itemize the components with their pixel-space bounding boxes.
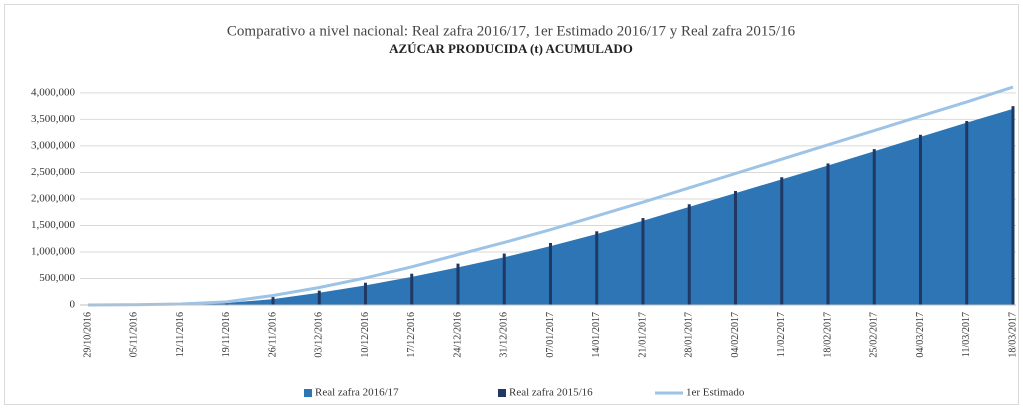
x-tick-label: 07/01/2017 [545,312,556,358]
bar [641,218,645,305]
x-tick-label: 04/02/2017 [730,312,741,358]
x-tick-label: 25/02/2017 [869,312,880,358]
y-tick-label: 1,500,000 [31,219,76,231]
x-tick-label: 10/12/2016 [360,312,371,358]
bar [271,297,275,305]
x-tick-label: 04/03/2017 [915,312,926,358]
x-tick-label: 21/01/2017 [637,312,648,358]
bar [826,163,830,305]
bar [872,149,876,305]
legend-label: Real zafra 2015/16 [509,387,593,399]
bar [595,231,599,305]
y-tick-label: 2,500,000 [31,166,76,178]
x-tick-label: 11/02/2017 [776,312,787,357]
x-tick-label: 12/11/2016 [175,312,186,357]
y-tick-label: 1,000,000 [31,246,76,258]
x-tick-label: 26/11/2016 [267,312,278,357]
bar [919,134,922,305]
x-tick-label: 31/12/2016 [499,312,510,358]
line [87,85,1014,307]
bar [734,191,737,305]
x-tick-label: 14/01/2017 [591,312,602,358]
y-tick-label: 4,000,000 [31,86,76,98]
bar [410,273,414,305]
x-tick-label: 05/11/2016 [129,312,140,357]
legend-swatch [304,389,312,397]
y-tick-label: 2,000,000 [31,192,76,204]
x-tick-label: 29/10/2016 [82,312,93,358]
legend-swatch [498,389,506,397]
bar [317,290,321,305]
legend-label: Real zafra 2016/17 [315,387,399,399]
bar [502,253,506,305]
bar [1011,106,1015,306]
x-tick-label: 28/01/2017 [684,312,695,358]
bar [780,177,784,305]
chart-subtitle: AZÚCAR PRODUCIDA (t) ACUMULADO [389,41,633,56]
chart-title: Comparativo a nivel nacional: Real zafra… [227,23,796,39]
y-tick-label: 0 [70,299,76,311]
y-tick-label: 500,000 [39,272,75,284]
legend-label: 1er Estimado [686,387,745,399]
y-tick-label: 3,500,000 [31,113,76,125]
x-tick-label: 24/12/2016 [452,312,463,358]
x-tick-label: 11/03/2017 [961,312,972,357]
bar [549,242,552,305]
bar [687,204,691,305]
bar [364,282,367,305]
x-tick-label: 17/12/2016 [406,312,417,358]
x-tick-label: 18/02/2017 [822,312,833,358]
bar [456,263,460,305]
x-tick-label: 19/11/2016 [221,312,232,357]
bar [965,121,969,305]
x-tick-label: 03/12/2016 [314,312,325,358]
x-tick-label: 18/03/2017 [1007,312,1018,358]
bar [225,303,229,305]
y-tick-label: 3,000,000 [31,139,76,151]
